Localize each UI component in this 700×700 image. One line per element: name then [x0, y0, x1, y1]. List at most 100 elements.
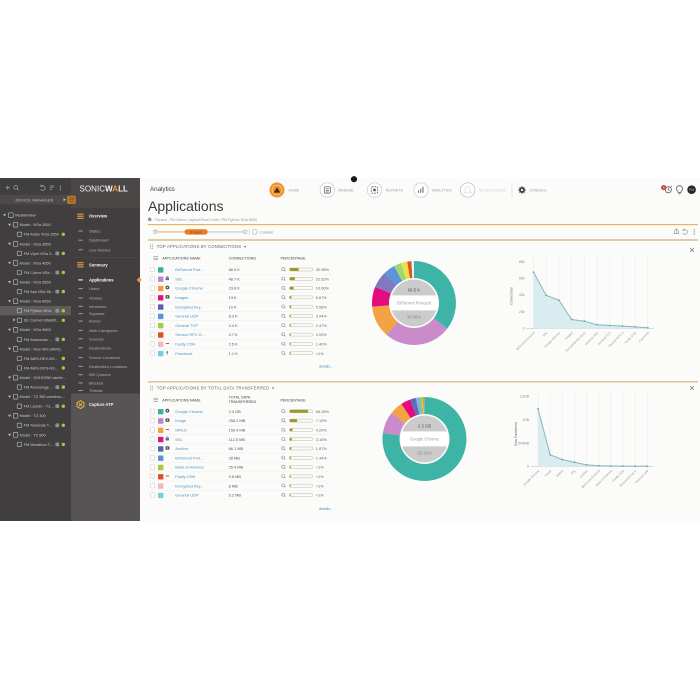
svg-text:General UDP: General UDP	[175, 314, 199, 319]
svg-text:Images: Images	[564, 330, 574, 340]
svg-text:ANALYTICS: ANALYTICS	[432, 188, 452, 192]
svg-text:Intrusions: Intrusions	[89, 304, 106, 309]
svg-text:1.87%: 1.87%	[316, 446, 328, 451]
svg-text:Encrypted Key...: Encrypted Key...	[175, 304, 203, 309]
svg-text:0: 0	[523, 327, 525, 331]
svg-text:Facebook: Facebook	[638, 330, 650, 342]
svg-text:Images: Images	[175, 295, 188, 300]
svg-text:3.7 K: 3.7 K	[229, 332, 238, 337]
svg-text:Model : NSa 9650: Model : NSa 9650	[20, 327, 52, 332]
svg-text:Destinations: Destinations	[89, 345, 111, 350]
svg-text:Google Chrome: Google Chrome	[175, 286, 202, 291]
svg-text:66.1 MB: 66.1 MB	[229, 446, 244, 451]
svg-text:13 K: 13 K	[229, 295, 237, 300]
svg-text:FM Toadvale T...: FM Toadvale T...	[24, 423, 52, 428]
svg-text:Image: Image	[544, 469, 553, 478]
svg-text:MPEG: MPEG	[555, 468, 565, 478]
svg-text:Applications: Applications	[89, 277, 114, 282]
svg-text:/ Tenant - PM Demo Capture/Dua: / Tenant - PM Demo Capture/Dual Units / …	[154, 218, 257, 222]
svg-text:Data Transferred: Data Transferred	[514, 422, 518, 446]
svg-text:SSL: SSL	[542, 331, 549, 338]
svg-text:4.20%: 4.20%	[316, 428, 328, 433]
svg-text:MobileView: MobileView	[15, 213, 35, 218]
svg-text:1.44%: 1.44%	[316, 455, 328, 460]
svg-text:1.1 K: 1.1 K	[229, 351, 238, 356]
svg-text:<1%: <1%	[316, 474, 324, 479]
svg-text:10.60%: 10.60%	[316, 286, 330, 291]
svg-text:Fastly CDN: Fastly CDN	[175, 474, 195, 479]
svg-text:1.40%: 1.40%	[316, 342, 328, 347]
svg-text:Status: Status	[89, 229, 100, 234]
svg-text:Google Chrome: Google Chrome	[522, 469, 540, 487]
svg-text:Encrypted Key...: Encrypted Key...	[175, 483, 203, 488]
svg-text:Web Categories: Web Categories	[89, 328, 118, 333]
svg-text:<1%: <1%	[316, 493, 324, 498]
svg-text:8.3 K: 8.3 K	[229, 314, 238, 319]
svg-text:2.47%: 2.47%	[316, 323, 328, 328]
svg-text:Fastly CDN: Fastly CDN	[175, 342, 195, 347]
svg-text:Fastly CDN: Fastly CDN	[624, 331, 638, 345]
svg-text:2.3 GB: 2.3 GB	[229, 409, 242, 414]
svg-text:Viruses: Viruses	[89, 295, 102, 300]
svg-text:Connections: Connections	[510, 287, 514, 305]
svg-text:80k: 80k	[519, 260, 525, 264]
svg-text:1GB: 1GB	[522, 418, 530, 422]
svg-text:256.2 MB: 256.2 MB	[229, 418, 246, 423]
svg-text:0: 0	[527, 465, 529, 469]
svg-text:FM Laredo - TZ...: FM Laredo - TZ...	[24, 404, 54, 409]
svg-text:Model : TZ 350 wireless-...: Model : TZ 350 wireless-...	[20, 394, 66, 399]
svg-text:Source Locations: Source Locations	[89, 355, 120, 360]
svg-text:Capture ATP: Capture ATP	[89, 402, 114, 407]
svg-text:25.4 MB: 25.4 MB	[229, 465, 244, 470]
svg-text:Dashboard: Dashboard	[89, 238, 109, 243]
svg-text:65.26%: 65.26%	[417, 451, 431, 456]
svg-text:Image: Image	[175, 418, 186, 423]
svg-text:HOME: HOME	[289, 188, 300, 192]
svg-text:FM Python NSa: FM Python NSa	[24, 308, 52, 313]
svg-text:FM Adder NSa 2650: FM Adder NSa 2650	[24, 232, 60, 237]
svg-text:Destination Locations: Destination Locations	[89, 364, 127, 369]
svg-text:2.3 GB: 2.3 GB	[418, 424, 432, 429]
svg-text:FM Cobra NSa ...: FM Cobra NSa ...	[24, 270, 54, 275]
svg-text:PERCENTAGE: PERCENTAGE	[281, 257, 307, 261]
svg-text:48.7 K: 48.7 K	[229, 276, 241, 281]
svg-text:Spyware: Spyware	[89, 311, 105, 316]
svg-text:30.96%: 30.96%	[316, 267, 330, 272]
svg-text:Analytics: Analytics	[150, 186, 175, 193]
svg-text:Model : NSv 400 (AWS): Model : NSv 400 (AWS)	[20, 346, 62, 351]
svg-text:FM Anaconda ...: FM Anaconda ...	[24, 337, 52, 342]
svg-text:APPLICATIONS NAME: APPLICATIONS NAME	[162, 398, 201, 402]
svg-text:Google Chrome: Google Chrome	[175, 409, 202, 414]
svg-text:TOP APPLICATIONS BY TOTAL DATA: TOP APPLICATIONS BY TOTAL DATA TRANSFERR…	[157, 386, 275, 391]
svg-text:3.94%: 3.94%	[316, 314, 328, 319]
svg-text:112.5 MB: 112.5 MB	[229, 437, 246, 442]
svg-text:Overview: Overview	[89, 214, 108, 219]
svg-text:Model : NSa 5650: Model : NSa 5650	[20, 280, 52, 285]
svg-text:REPORTS: REPORTS	[386, 188, 404, 192]
svg-text:NOTIFICATIONS: NOTIFICATIONS	[479, 188, 507, 192]
svg-text:MANAGE: MANAGE	[339, 188, 355, 192]
svg-text:60k: 60k	[519, 277, 525, 281]
svg-text:DEVICE MANAGER: DEVICE MANAGER	[16, 198, 54, 203]
svg-text:Blocked: Blocked	[89, 380, 103, 385]
svg-text:8 MB: 8 MB	[229, 483, 238, 488]
svg-text:9.8 MB: 9.8 MB	[229, 474, 242, 479]
svg-text:66.5 K: 66.5 K	[408, 288, 421, 293]
svg-text:BitTorrent Prot...: BitTorrent Prot...	[175, 455, 203, 460]
svg-text:SSL: SSL	[570, 469, 577, 476]
svg-text:details...: details...	[319, 506, 334, 511]
svg-text:Summary: Summary	[89, 262, 108, 267]
svg-text:details...: details...	[319, 363, 334, 368]
svg-text:Model : TZ 400: Model : TZ 400	[20, 413, 47, 418]
svg-text:<1%: <1%	[316, 351, 324, 356]
svg-text:SE Carmel Mtabilit...: SE Carmel Mtabilit...	[24, 318, 59, 323]
svg-text:TOP APPLICATIONS BY CONNECTION: TOP APPLICATIONS BY CONNECTIONS ▾	[157, 244, 247, 249]
svg-text:5.2 MB: 5.2 MB	[229, 493, 242, 498]
svg-text:SONICWALL: SONICWALL	[80, 184, 129, 193]
svg-text:BW Queues: BW Queues	[89, 372, 111, 377]
svg-text:<1%: <1%	[316, 483, 324, 488]
svg-text:40k: 40k	[519, 293, 525, 297]
svg-text:CONSOLE: CONSOLE	[530, 188, 548, 192]
svg-text:6.67%: 6.67%	[316, 295, 328, 300]
svg-text:Model : NSa 3650: Model : NSa 3650	[20, 241, 52, 246]
